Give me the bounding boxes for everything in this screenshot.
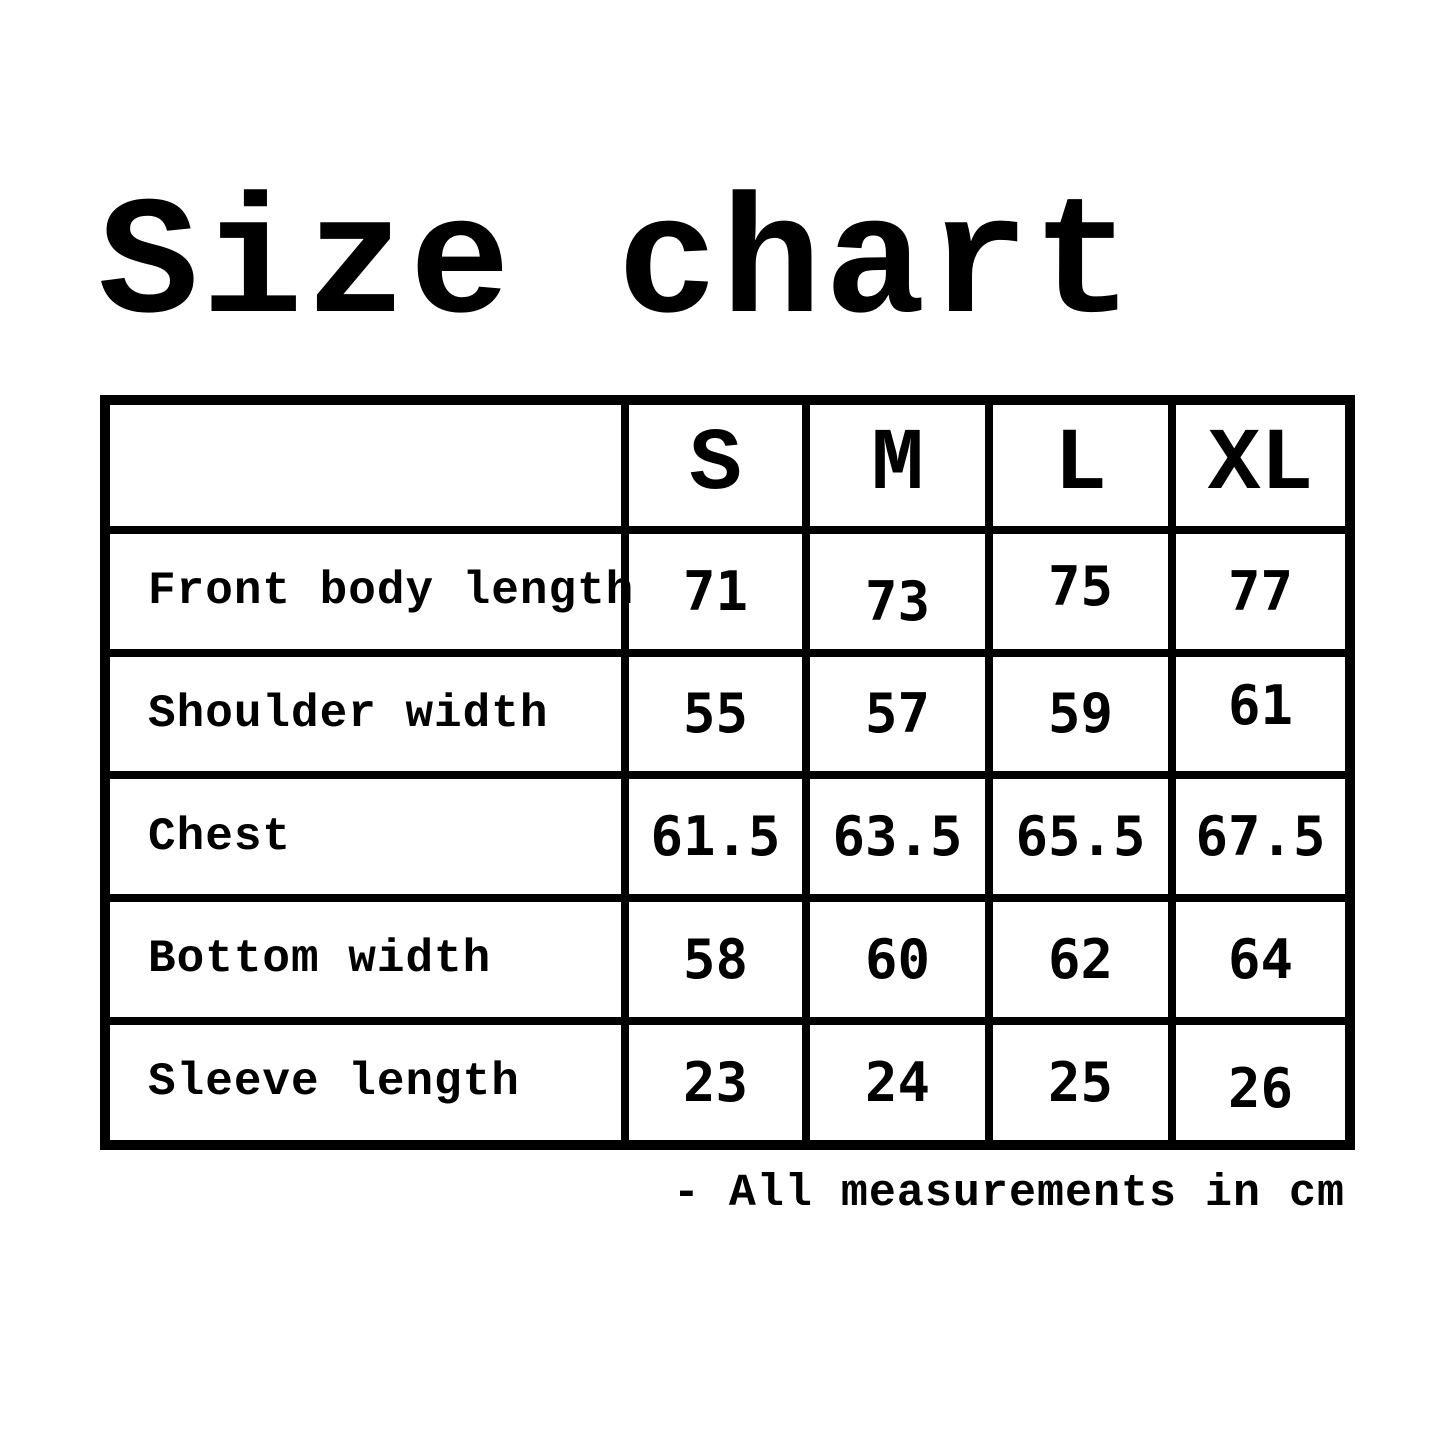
value-text: 26 [1227,1056,1294,1120]
value-text: 23 [682,1050,749,1114]
page-title: Size chart [98,172,1137,362]
value-cell: 64 [1168,893,1354,1025]
value-text: 61.5 [650,805,781,869]
value-cell: 75 [985,526,1176,657]
value-cell: 58 [621,893,810,1025]
value-text: 55 [682,682,749,746]
value-cell: 71 [621,526,810,657]
value-text: 57 [864,682,931,746]
column-header-xl: XL [1168,396,1354,534]
value-text: 71 [682,559,749,623]
value-cell: 55 [621,648,810,780]
value-text: 77 [1227,559,1294,623]
value-cell: 59 [985,648,1176,780]
table-row: Shoulder width 55 57 59 61 [101,648,1354,780]
value-text: 73 [864,569,931,633]
value-text: 24 [864,1050,931,1114]
value-cell: 61 [1168,648,1354,780]
table-header-row: S M L XL [101,396,1354,534]
value-cell: 61.5 [621,771,810,902]
value-text: 63.5 [832,805,963,869]
value-cell: 77 [1168,526,1354,657]
row-label: Sleeve length [101,1016,629,1150]
row-label: Chest [101,771,629,902]
value-text: 61 [1227,674,1294,738]
value-cell: 26 [1168,1016,1354,1150]
size-chart-table: S M L XL Front body length 71 73 75 77 S… [100,395,1355,1150]
value-cell: 67.5 [1168,771,1354,902]
value-cell: 57 [802,648,993,780]
value-text: 60 [864,927,931,991]
value-cell: 24 [802,1016,993,1150]
value-cell: 60 [802,893,993,1025]
table-row: Chest 61.5 63.5 65.5 67.5 [101,771,1354,902]
table-row: Bottom width 58 60 62 64 [101,893,1354,1025]
value-cell: 62 [985,893,1176,1025]
value-text: 67.5 [1195,805,1326,869]
value-cell: 23 [621,1016,810,1150]
table-row: Front body length 71 73 75 77 [101,526,1354,657]
value-cell: 25 [985,1016,1176,1150]
value-cell: 65.5 [985,771,1176,902]
row-label: Bottom width [101,893,629,1025]
value-text: 62 [1047,927,1114,991]
value-text: 58 [682,927,749,991]
row-label: Shoulder width [101,648,629,780]
value-cell: 63.5 [802,771,993,902]
value-cell: 73 [802,526,993,657]
row-label: Front body length [101,526,633,657]
value-text: 75 [1047,554,1114,618]
column-header-l: L [985,396,1176,534]
column-header-s: S [621,396,810,534]
value-text: 25 [1047,1050,1114,1114]
corner-cell [101,396,629,534]
value-text: 65.5 [1015,805,1146,869]
column-header-m: M [802,396,993,534]
measurements-note: - All measurements in cm [672,1168,1345,1219]
value-text: 59 [1047,682,1114,746]
table-row: Sleeve length 23 24 25 26 [101,1016,1354,1150]
value-text: 64 [1227,927,1294,991]
